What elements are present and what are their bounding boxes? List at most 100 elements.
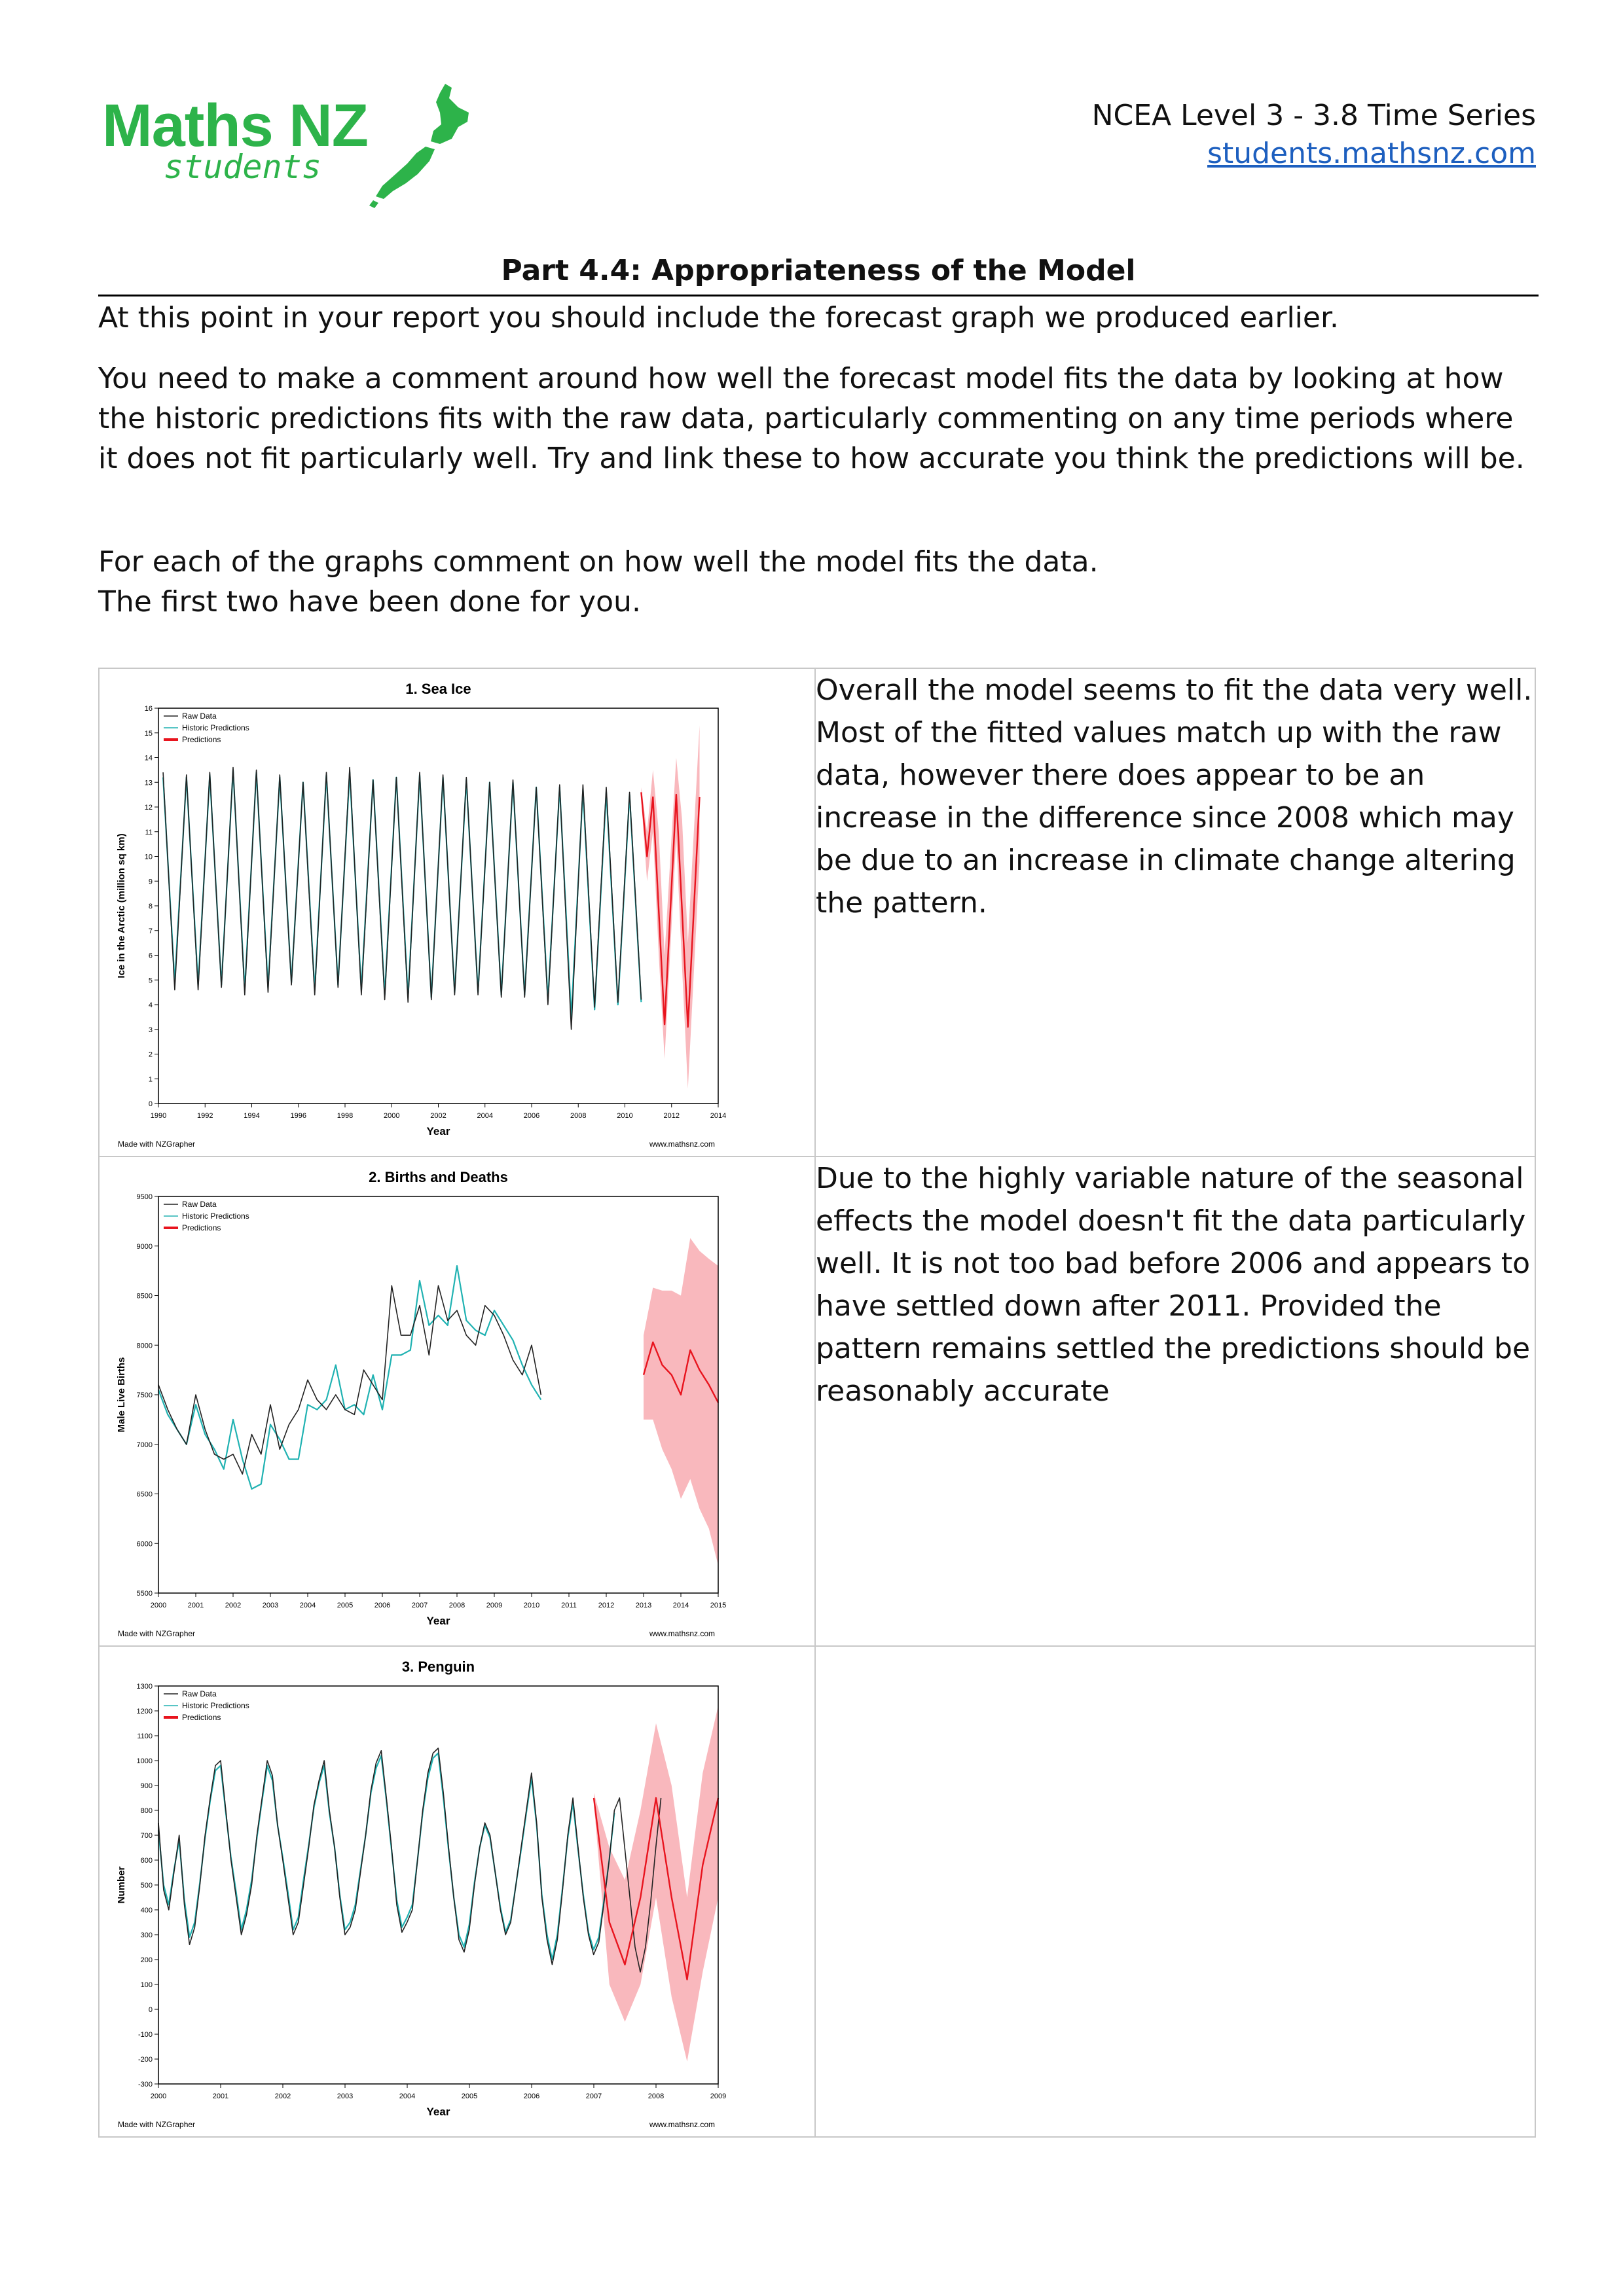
raw-data-line bbox=[162, 766, 642, 1030]
y-tick-label: 9500 bbox=[137, 1193, 153, 1201]
mathsnz-logo: Maths NZ students bbox=[98, 79, 469, 209]
y-tick-label: 11 bbox=[145, 829, 153, 836]
y-tick-label: 10 bbox=[145, 853, 153, 861]
y-tick-label: 5 bbox=[149, 977, 153, 984]
y-tick-label: 12 bbox=[145, 804, 153, 812]
chart-cell: 1. Sea Ice 0 1 2 3 4 5 6 7 8 9 10 11 12 13 14 15 16 1990 19… bbox=[98, 668, 816, 1157]
x-tick-label: 1996 bbox=[291, 1112, 306, 1120]
logo-wordmark: Maths NZ bbox=[102, 92, 369, 159]
x-axis-label: Year bbox=[427, 2106, 450, 2118]
credit-right: www.mathsnz.com bbox=[649, 2120, 715, 2129]
births-deaths-chart: 2. Births and Deaths 5500 6000 6500 7000 7500… bbox=[116, 1169, 726, 1638]
y-tick-label: 1200 bbox=[137, 1708, 153, 1715]
x-tick-label: 2012 bbox=[598, 1602, 614, 1609]
x-tick-label: 2008 bbox=[648, 2092, 664, 2100]
x-tick-label: 2001 bbox=[213, 2092, 228, 2100]
legend-entry: Raw Data bbox=[182, 711, 217, 721]
x-tick-label: 2008 bbox=[449, 1602, 465, 1609]
y-tick-label: 15 bbox=[145, 730, 153, 738]
y-tick-label: 8 bbox=[149, 903, 153, 910]
y-tick-label: -200 bbox=[138, 2056, 153, 2064]
x-tick-label: 2003 bbox=[263, 1602, 278, 1609]
credit-left: Made with NZGrapher bbox=[118, 1139, 195, 1149]
y-tick-label: 7 bbox=[149, 927, 153, 935]
penguin-chart: 3. Penguin -300 -200 -100 0 100 200 300 400 500 60… bbox=[116, 1659, 726, 2129]
x-tick-label: 2007 bbox=[412, 1602, 428, 1609]
comment-cell[interactable] bbox=[814, 1645, 1536, 2138]
y-tick-label: 900 bbox=[141, 1782, 153, 1790]
y-tick-label: 1000 bbox=[137, 1757, 153, 1765]
task-line: For each of the graphs comment on how we… bbox=[98, 545, 1099, 579]
y-tick-label: -100 bbox=[138, 2031, 153, 2039]
y-tick-label: 9000 bbox=[137, 1243, 153, 1251]
x-tick-label: 2010 bbox=[524, 1602, 539, 1609]
prediction-interval-band bbox=[644, 1238, 718, 1566]
instruction-paragraph: You need to make a comment around how we… bbox=[98, 362, 1525, 475]
y-tick-label: 8000 bbox=[137, 1342, 153, 1350]
plot-frame bbox=[158, 1196, 719, 1594]
predictions-line bbox=[642, 1341, 720, 1403]
chart-title: 1. Sea Ice bbox=[405, 681, 471, 697]
x-tick-label: 2006 bbox=[524, 2092, 539, 2100]
x-tick-label: 2007 bbox=[586, 2092, 602, 2100]
raw-data-line bbox=[158, 1285, 542, 1475]
credit-left: Made with NZGrapher bbox=[118, 2120, 195, 2129]
x-tick-label: 2005 bbox=[337, 1602, 353, 1609]
y-tick-label: 0 bbox=[149, 1100, 153, 1108]
y-axis-label: Male Live Births bbox=[116, 1357, 127, 1432]
y-tick-label: 200 bbox=[141, 1956, 153, 1964]
intro-paragraph: At this point in your report you should … bbox=[98, 301, 1340, 334]
y-tick-label: 4 bbox=[149, 1001, 153, 1009]
x-tick-label: 2002 bbox=[275, 2092, 291, 2100]
chart-title: 3. Penguin bbox=[402, 1659, 475, 1675]
y-tick-label: 13 bbox=[145, 779, 153, 787]
y-tick-label: 1300 bbox=[137, 1683, 153, 1691]
x-tick-label: 2001 bbox=[188, 1602, 204, 1609]
chart-cell: 3. Penguin -300 -200 -100 0 100 200 300 400 500 60… bbox=[98, 1645, 816, 2138]
y-tick-label: 2 bbox=[149, 1051, 153, 1059]
x-tick-label: 2002 bbox=[430, 1112, 446, 1120]
x-tick-label: 2014 bbox=[673, 1602, 689, 1609]
done-note: The first two have been done for you. bbox=[98, 585, 641, 619]
x-tick-label: 1992 bbox=[197, 1112, 213, 1120]
predictions-line bbox=[593, 1797, 720, 1981]
site-link[interactable]: students.mathsnz.com bbox=[1207, 137, 1536, 170]
y-tick-label: 700 bbox=[141, 1832, 153, 1840]
x-tick-label: 2006 bbox=[524, 1112, 539, 1120]
y-tick-label: 6500 bbox=[137, 1491, 153, 1499]
nz-map-icon bbox=[369, 84, 469, 208]
chart-title: 2. Births and Deaths bbox=[369, 1169, 508, 1185]
course-title: NCEA Level 3 - 3.8 Time Series bbox=[1091, 99, 1536, 132]
y-axis-label: Number bbox=[116, 1867, 127, 1904]
historic-predictions-line bbox=[157, 1265, 542, 1490]
x-tick-label: 1998 bbox=[337, 1112, 353, 1120]
part-title: Part 4.4: Appropriateness of the Model bbox=[501, 254, 1136, 287]
y-tick-label: 1 bbox=[149, 1075, 153, 1083]
y-tick-label: 100 bbox=[141, 1981, 153, 1989]
x-tick-label: 2005 bbox=[462, 2092, 477, 2100]
y-tick-label: 0 bbox=[149, 2006, 153, 2014]
y-tick-label: 800 bbox=[141, 1807, 153, 1815]
predictions-line bbox=[640, 792, 701, 1028]
table-row: 2. Births and Deaths 5500 6000 6500 7000 7500… bbox=[98, 1156, 1536, 1647]
x-tick-label: 1990 bbox=[151, 1112, 166, 1120]
y-tick-label: 8500 bbox=[137, 1293, 153, 1300]
credit-right: www.mathsnz.com bbox=[649, 1139, 715, 1149]
x-tick-label: 2000 bbox=[151, 2092, 166, 2100]
x-tick-label: 2013 bbox=[636, 1602, 651, 1609]
y-tick-label: 6 bbox=[149, 952, 153, 960]
sea-ice-comment: Overall the model seems to fit the data … bbox=[816, 673, 1533, 920]
credit-right: www.mathsnz.com bbox=[649, 1629, 715, 1638]
x-axis-label: Year bbox=[427, 1615, 450, 1627]
chart-cell: 2. Births and Deaths 5500 6000 6500 7000 7500… bbox=[98, 1156, 816, 1647]
title-divider bbox=[98, 295, 1539, 296]
y-tick-label: 600 bbox=[141, 1857, 153, 1865]
y-tick-label: 5500 bbox=[137, 1590, 153, 1598]
table-row: 1. Sea Ice 0 1 2 3 4 5 6 7 8 9 10 11 12 13 14 15 16 1990 19… bbox=[98, 668, 1536, 1157]
y-tick-label: 400 bbox=[141, 1907, 153, 1914]
y-tick-label: 16 bbox=[145, 705, 153, 713]
y-tick-label: -300 bbox=[138, 2081, 153, 2089]
comment-cell: Overall the model seems to fit the data … bbox=[814, 668, 1536, 1157]
x-tick-label: 2012 bbox=[664, 1112, 680, 1120]
